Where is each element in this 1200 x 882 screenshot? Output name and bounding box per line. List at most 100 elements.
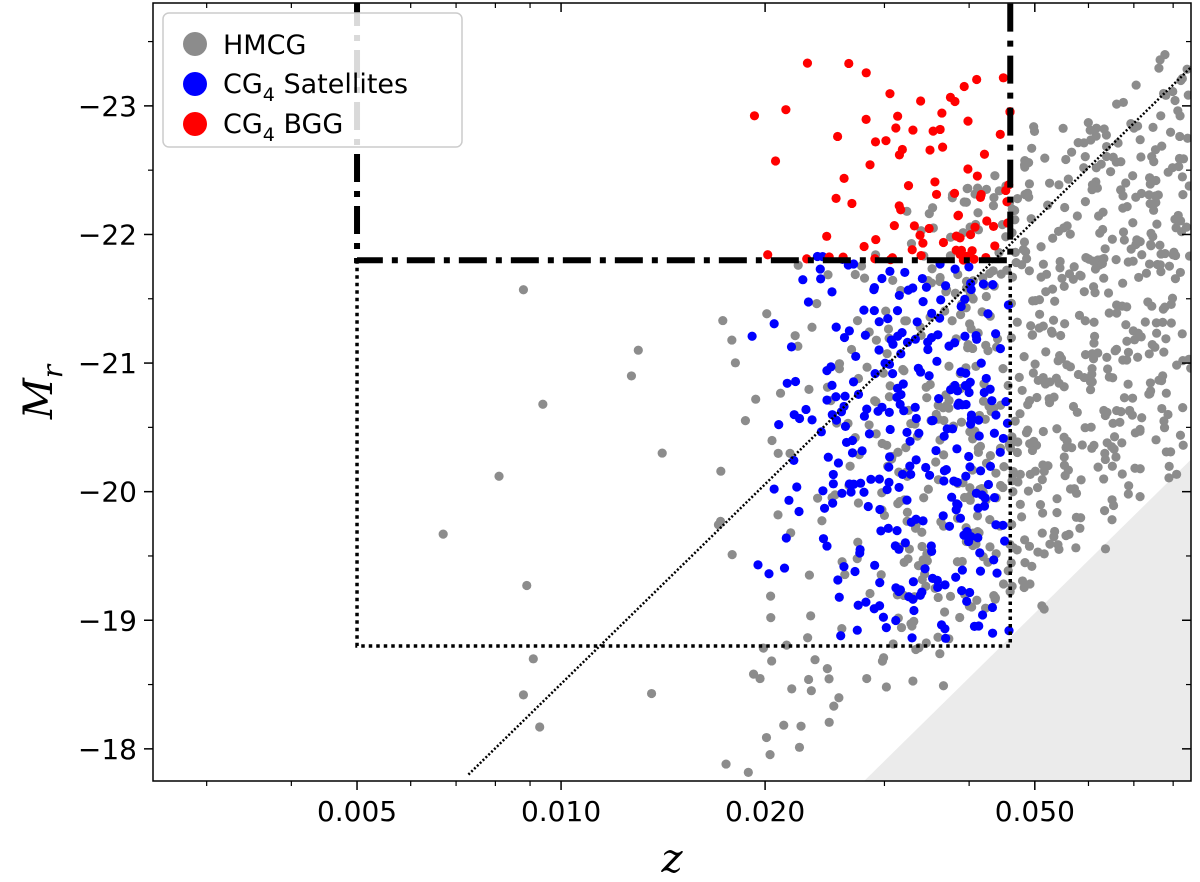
hmcg-point <box>1033 547 1043 557</box>
hmcg-point <box>1024 541 1035 551</box>
hmcg-point <box>1059 432 1069 442</box>
hmcg-point <box>810 655 820 665</box>
cg4-satellite-point <box>779 563 790 573</box>
hmcg-point <box>1168 250 1178 260</box>
cg4-satellite-point <box>918 297 928 307</box>
cg4-bgg-point <box>749 111 760 121</box>
hmcg-point <box>748 669 759 679</box>
hmcg-point <box>1123 489 1133 499</box>
hmcg-point <box>1131 80 1141 90</box>
cg4-satellite-point <box>885 424 895 435</box>
hmcg-point <box>1067 443 1077 453</box>
hmcg-point <box>862 673 872 684</box>
hmcg-point <box>885 381 895 391</box>
cg4-satellite-point <box>894 482 904 493</box>
hmcg-point <box>1150 191 1161 201</box>
hmcg-point <box>845 461 855 471</box>
hmcg-point <box>963 183 973 193</box>
cg4-satellite-point <box>847 448 858 458</box>
hmcg-point <box>1118 227 1129 237</box>
cg4-bgg-point <box>870 137 881 147</box>
hmcg-point <box>1063 174 1073 184</box>
cg4-satellite-point <box>933 330 943 340</box>
hmcg-point <box>1069 262 1079 272</box>
hmcg-point <box>1048 315 1059 325</box>
hmcg-point <box>1054 180 1064 190</box>
cg4-satellite-point <box>975 566 986 576</box>
hmcg-point <box>933 632 943 642</box>
cg4-bgg-point <box>951 231 961 241</box>
hmcg-point <box>1061 154 1071 165</box>
hmcg-point <box>1156 111 1166 121</box>
hmcg-point <box>803 633 813 643</box>
cg4-satellite-point <box>908 577 918 587</box>
cg4-satellite-point <box>991 520 1001 530</box>
hmcg-point <box>1055 350 1065 361</box>
hmcg-point <box>1065 229 1075 239</box>
cg4-bgg-point <box>988 221 999 232</box>
legend-marker-hmcg <box>183 32 207 56</box>
hmcg-point <box>1168 86 1178 97</box>
cg4-satellite-point <box>888 339 898 349</box>
hmcg-point <box>853 498 864 508</box>
hmcg-point <box>1152 219 1162 229</box>
hmcg-point <box>1141 268 1152 278</box>
cg4-bgg-point <box>889 220 899 231</box>
hmcg-point <box>1123 379 1133 389</box>
hmcg-point <box>856 261 867 271</box>
cg4-satellite-point <box>883 314 893 324</box>
hmcg-point <box>727 550 737 560</box>
cg4-satellite-point <box>964 262 974 272</box>
hmcg-point <box>761 732 772 743</box>
cg4-satellite-point <box>857 446 867 456</box>
hmcg-point <box>837 624 847 634</box>
hmcg-point <box>767 435 777 446</box>
cg4-bgg-point <box>976 189 986 200</box>
hmcg-point <box>1123 347 1134 357</box>
hmcg-point <box>1175 267 1185 278</box>
hmcg-point <box>1032 392 1042 403</box>
cg4-satellite-point <box>981 373 991 384</box>
hmcg-point <box>804 384 814 394</box>
hmcg-point <box>1152 328 1162 338</box>
hmcg-point <box>1012 447 1022 458</box>
hmcg-point <box>1010 416 1020 426</box>
cg4-bgg-point <box>916 250 926 261</box>
hmcg-point <box>1088 282 1099 292</box>
hmcg-point <box>626 371 637 381</box>
hmcg-point <box>1122 302 1132 312</box>
hmcg-point <box>1170 274 1181 284</box>
hmcg-point <box>1134 272 1144 283</box>
cg4-satellite-point <box>947 492 957 502</box>
cg4-satellite-point <box>840 391 850 401</box>
hmcg-point <box>716 466 726 476</box>
hmcg-point <box>883 324 894 334</box>
cg4-satellite-point <box>902 337 913 347</box>
cg4-satellite-point <box>940 281 951 291</box>
hmcg-point <box>1073 369 1084 380</box>
hmcg-point <box>1150 342 1160 352</box>
hmcg-point <box>981 340 991 350</box>
hmcg-point <box>1064 269 1075 279</box>
hmcg-point <box>755 673 765 684</box>
hmcg-point <box>1151 318 1161 328</box>
hmcg-point <box>1184 251 1191 261</box>
hmcg-point <box>985 515 995 525</box>
cg4-satellite-point <box>884 477 894 487</box>
hmcg-point <box>1038 259 1048 269</box>
hmcg-point <box>518 690 529 700</box>
cg4-bgg-point <box>953 210 964 220</box>
cg4-satellite-point <box>921 282 932 292</box>
hmcg-point <box>906 619 916 629</box>
cg4-bgg-point <box>859 241 869 252</box>
hmcg-point <box>1080 152 1090 162</box>
hmcg-point <box>1104 372 1114 382</box>
hmcg-point <box>870 396 880 406</box>
hmcg-point <box>864 420 874 430</box>
cg4-satellite-point <box>890 541 900 551</box>
hmcg-point <box>933 592 943 603</box>
cg4-satellite-point <box>874 474 884 484</box>
cg4-bgg-point <box>969 254 979 264</box>
cg4-bgg-point <box>763 250 773 260</box>
hmcg-point <box>1165 127 1176 137</box>
